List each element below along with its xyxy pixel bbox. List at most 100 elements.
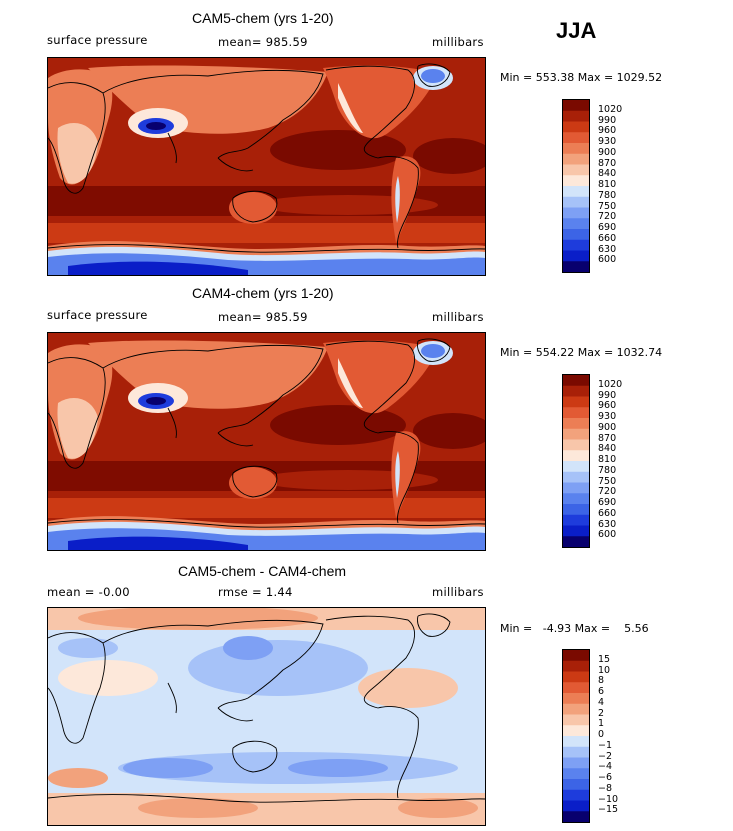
- colorbar-level-label: 1020: [598, 378, 623, 390]
- colorbar-level-label: 960: [598, 400, 617, 412]
- colorbar-swatch: [563, 714, 589, 726]
- colorbar-swatch: [563, 660, 589, 672]
- panel3-title: CAM5-chem - CAM4-chem: [178, 563, 347, 579]
- colorbar-swatch: [563, 693, 589, 705]
- panel2-mean-label: mean= 985.59: [218, 310, 308, 324]
- colorbar-level-label: 930: [598, 136, 617, 147]
- panel3-map: [47, 607, 486, 826]
- colorbar-level-label: 0: [598, 729, 605, 740]
- colorbar-swatch: [563, 779, 589, 791]
- pressure-field: [48, 333, 485, 550]
- colorbar-level-label: 10: [598, 664, 611, 676]
- colorbar-level-label: 600: [598, 254, 617, 266]
- colorbar-level-label: 4: [598, 696, 605, 708]
- colorbar-swatch: [563, 811, 589, 822]
- coastlines: [48, 338, 485, 528]
- colorbar-level-label: 690: [598, 222, 617, 233]
- colorbar-level-label: 870: [598, 157, 617, 169]
- colorbar-swatch: [563, 100, 589, 112]
- colorbar-swatch: [563, 789, 589, 801]
- colorbar-swatch: [563, 450, 589, 462]
- colorbar-level-label: 840: [598, 168, 617, 180]
- colorbar-swatch: [563, 418, 589, 430]
- colorbar-swatch: [563, 121, 589, 133]
- panel1-map: [47, 57, 486, 276]
- season-label: JJA: [556, 18, 597, 43]
- colorbar-swatch: [563, 471, 589, 483]
- colorbar-swatch: [563, 504, 589, 516]
- panel1-units-label: millibars: [432, 35, 484, 49]
- panel1-variable-label: surface pressure: [47, 33, 148, 47]
- colorbar-swatch: [563, 428, 589, 440]
- panel3-min-max: Min = -4.93 Max = 5.56: [500, 622, 649, 635]
- colorbar-swatch: [563, 175, 589, 187]
- colorbar-swatch: [563, 736, 589, 748]
- colorbar-swatch: [563, 439, 589, 451]
- panel2-colorbar: [562, 374, 590, 548]
- colorbar-swatch: [563, 800, 589, 812]
- colorbar-level-label: 990: [598, 114, 617, 126]
- colorbar-swatch: [563, 407, 589, 419]
- colorbar-swatch: [563, 229, 589, 241]
- colorbar-level-label: 840: [598, 443, 617, 455]
- colorbar-swatch: [563, 375, 589, 387]
- panel3-mean-label: mean = -0.00: [47, 585, 130, 599]
- colorbar-swatch: [563, 196, 589, 208]
- panel2-variable-label: surface pressure: [47, 308, 148, 322]
- colorbar-level-label: 690: [598, 497, 617, 508]
- colorbar-swatch: [563, 682, 589, 694]
- colorbar-level-label: 780: [598, 464, 617, 476]
- colorbar-level-label: −8: [598, 782, 613, 794]
- colorbar-swatch: [563, 250, 589, 262]
- colorbar-swatch: [563, 239, 589, 251]
- colorbar-level-label: 810: [598, 179, 617, 190]
- colorbar-level-label: 960: [598, 125, 617, 137]
- colorbar-level-label: −1: [598, 739, 613, 751]
- panel1-colorbar: [562, 99, 590, 273]
- panel3-colorbar: [562, 649, 590, 823]
- colorbar-swatch: [563, 650, 589, 662]
- colorbar-swatch: [563, 461, 589, 473]
- colorbar-level-label: 1020: [598, 103, 623, 115]
- colorbar-swatch: [563, 186, 589, 198]
- colorbar-level-label: 750: [598, 475, 617, 487]
- panel3-units-label: millibars: [432, 585, 484, 599]
- colorbar-swatch: [563, 143, 589, 155]
- colorbar-level-label: 870: [598, 432, 617, 444]
- colorbar-level-label: 2: [598, 707, 605, 719]
- panel1-min-max: Min = 553.38 Max = 1029.52: [500, 71, 663, 84]
- colorbar-level-label: 660: [598, 507, 617, 519]
- colorbar-level-label: 630: [598, 518, 617, 530]
- colorbar-level-label: 900: [598, 421, 617, 433]
- colorbar-level-label: 930: [598, 411, 617, 422]
- colorbar-swatch: [563, 746, 589, 758]
- colorbar-swatch: [563, 153, 589, 165]
- coastlines: [48, 613, 485, 803]
- colorbar-level-label: −10: [598, 793, 619, 805]
- colorbar-swatch: [563, 385, 589, 397]
- colorbar-swatch: [563, 536, 589, 547]
- colorbar-swatch: [563, 768, 589, 780]
- colorbar-swatch: [563, 725, 589, 737]
- colorbar-level-label: 750: [598, 200, 617, 212]
- colorbar-swatch: [563, 514, 589, 526]
- colorbar-swatch: [563, 482, 589, 494]
- colorbar-swatch: [563, 493, 589, 505]
- colorbar-swatch: [563, 261, 589, 272]
- panel3-rmse-label: rmse = 1.44: [218, 585, 293, 599]
- colorbar-level-label: 900: [598, 146, 617, 158]
- colorbar-swatch: [563, 110, 589, 122]
- colorbar-level-label: 660: [598, 232, 617, 244]
- colorbar-swatch: [563, 757, 589, 769]
- panel2-units-label: millibars: [432, 310, 484, 324]
- colorbar-level-label: 15: [598, 653, 611, 665]
- colorbar-swatch: [563, 132, 589, 144]
- colorbar-level-label: 990: [598, 389, 617, 401]
- colorbar-level-label: −2: [598, 750, 613, 762]
- colorbar-level-label: 630: [598, 243, 617, 255]
- panel2-map: [47, 332, 486, 551]
- panel2-min-max: Min = 554.22 Max = 1032.74: [500, 346, 663, 359]
- colorbar-level-label: 8: [598, 675, 605, 687]
- colorbar-swatch: [563, 525, 589, 537]
- panel1-mean-label: mean= 985.59: [218, 35, 308, 49]
